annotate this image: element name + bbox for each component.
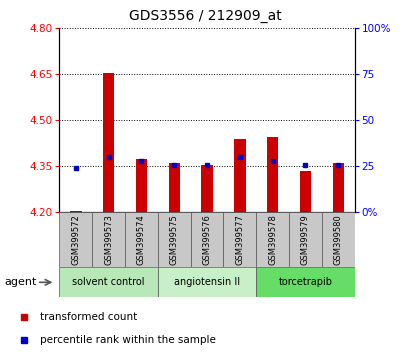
Bar xyxy=(157,267,256,297)
Bar xyxy=(59,212,92,267)
Text: percentile rank within the sample: percentile rank within the sample xyxy=(40,335,215,346)
Text: GSM399572: GSM399572 xyxy=(71,215,80,265)
Text: transformed count: transformed count xyxy=(40,312,137,322)
Bar xyxy=(288,212,321,267)
Text: GSM399578: GSM399578 xyxy=(267,215,276,265)
Bar xyxy=(103,73,114,212)
Bar xyxy=(266,137,278,212)
Text: GSM399576: GSM399576 xyxy=(202,215,211,265)
Bar xyxy=(299,171,310,212)
Bar xyxy=(332,163,343,212)
Bar xyxy=(135,159,147,212)
Text: GSM399579: GSM399579 xyxy=(300,215,309,265)
Bar xyxy=(157,212,190,267)
Bar xyxy=(234,139,245,212)
Text: torcetrapib: torcetrapib xyxy=(278,277,332,287)
Text: GDS3556 / 212909_at: GDS3556 / 212909_at xyxy=(128,9,281,23)
Bar xyxy=(168,163,180,212)
Bar xyxy=(223,212,256,267)
Bar xyxy=(256,267,354,297)
Text: angiotensin II: angiotensin II xyxy=(173,277,240,287)
Text: GSM399580: GSM399580 xyxy=(333,215,342,265)
Text: GSM399574: GSM399574 xyxy=(137,215,146,265)
Bar xyxy=(201,165,212,212)
Bar xyxy=(256,212,288,267)
Bar xyxy=(59,267,157,297)
Bar xyxy=(70,211,81,212)
Bar xyxy=(125,212,157,267)
Bar xyxy=(92,212,125,267)
Text: GSM399575: GSM399575 xyxy=(169,215,178,265)
Bar xyxy=(190,212,223,267)
Text: solvent control: solvent control xyxy=(72,277,144,287)
Text: GSM399577: GSM399577 xyxy=(235,215,244,265)
Text: agent: agent xyxy=(4,277,36,287)
Text: GSM399573: GSM399573 xyxy=(104,215,113,265)
Bar xyxy=(321,212,354,267)
